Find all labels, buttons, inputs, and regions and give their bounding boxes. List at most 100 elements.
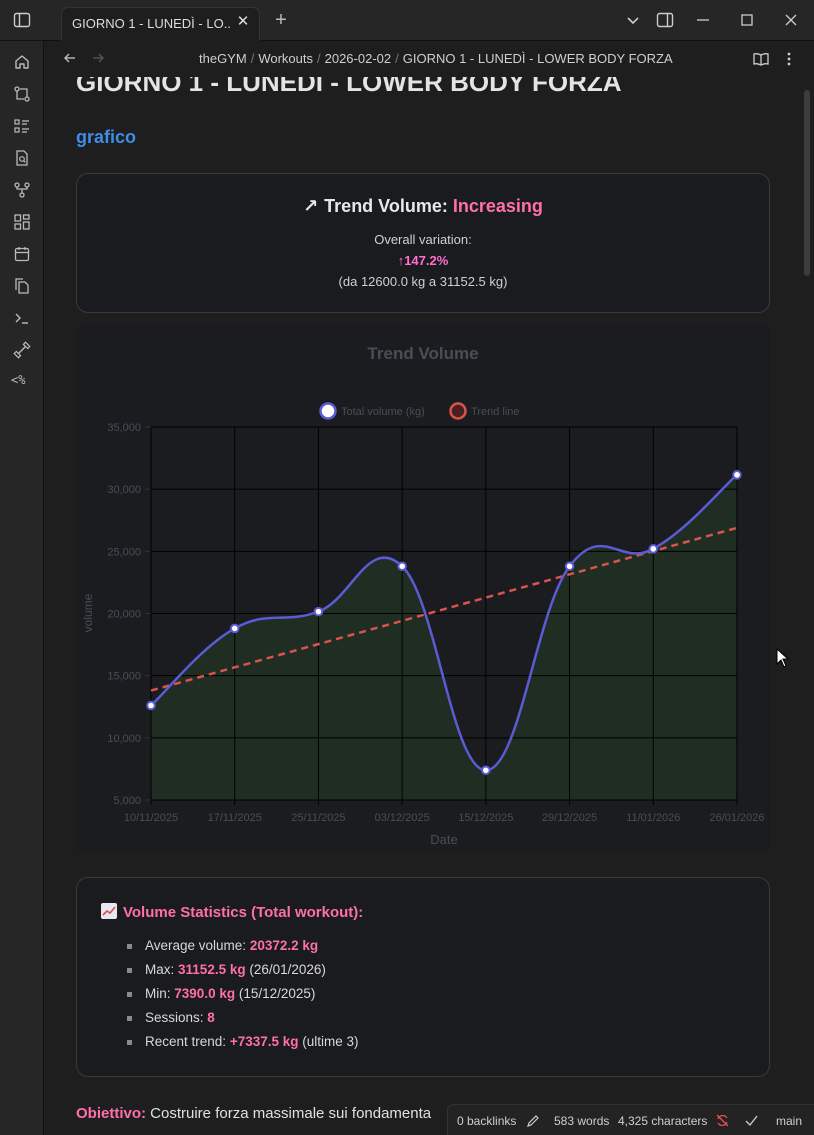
x-tick-label: 25/11/2025: [291, 812, 345, 824]
x-tick-label: 15/12/2025: [458, 812, 513, 824]
breadcrumb-item-note[interactable]: GIORNO 1 - LUNEDÌ - LOWER BODY FORZA: [402, 51, 673, 66]
file-search-icon[interactable]: [13, 149, 31, 167]
stat-recent-trend: Recent trend: +7337.5 kg (ultime 3): [127, 1032, 359, 1056]
legend-marker-volume: [319, 402, 337, 420]
legend-marker-trend: [449, 402, 467, 420]
volume-data-point: [481, 765, 491, 776]
calendar-icon[interactable]: [13, 245, 31, 263]
volume-data-point: [146, 700, 156, 711]
stat-label: Recent trend:: [145, 1034, 227, 1049]
variation-value: ↑147.2%: [397, 253, 449, 268]
trend-status: Increasing: [452, 196, 543, 216]
tab-close-icon[interactable]: ✕: [236, 13, 250, 30]
reading-view-book-icon[interactable]: [752, 50, 770, 68]
stat-value: +7337.5 kg: [229, 1034, 299, 1049]
stat-sessions: Sessions: 8: [127, 1008, 359, 1032]
stat-label: Sessions:: [145, 1010, 204, 1025]
stat-label: Min:: [145, 986, 171, 1001]
stat-label: Max:: [145, 962, 175, 977]
more-options-icon[interactable]: [782, 50, 796, 68]
tab-list-chevron-icon[interactable]: [624, 11, 642, 29]
breadcrumb-item-folder[interactable]: Workouts: [258, 51, 313, 66]
objective-label: Obiettivo:: [76, 1105, 146, 1122]
new-tab-icon[interactable]: +: [275, 9, 287, 31]
stats-title-text: Volume Statistics (Total workout):: [123, 904, 364, 921]
y-tick-label: 5,000: [113, 795, 141, 807]
volume-chart: Trend Volume Total volume (kg) Trend line 5…: [76, 325, 770, 853]
volume-chart-svg: Trend Volume Total volume (kg) Trend line 5…: [81, 344, 765, 847]
right-sidebar-toggle-icon[interactable]: [656, 11, 674, 29]
breadcrumb: theGYM / Workouts/2026-02-02/GIORNO 1 - LU…: [199, 51, 673, 66]
y-tick-label: 30,000: [107, 484, 141, 496]
stats-list: Average volume: 20372.2 kg Max: 31152.5 …: [127, 936, 359, 1056]
objective-line: Obiettivo: Costruire forza massimale sui…: [76, 1105, 431, 1122]
trend-summary-card: ↗ Trend Volume: Increasing Overall variat…: [76, 173, 770, 313]
stat-value: 8: [207, 1010, 215, 1025]
legend-label-volume: Total volume (kg): [341, 406, 425, 418]
breadcrumb-separator: /: [395, 51, 399, 66]
tab-active-note[interactable]: GIORNO 1 - LUNEDÌ - LO... ✕: [61, 7, 260, 41]
home-icon[interactable]: [13, 53, 31, 71]
maximize-icon[interactable]: [738, 11, 756, 29]
breadcrumb-item-date-folder[interactable]: 2026-02-02: [324, 51, 392, 66]
status-bar: 0 backlinks 583 words 4,325 characters m…: [447, 1104, 814, 1135]
stat-max-volume: Max: 31152.5 kg (26/01/2026): [127, 960, 359, 984]
variation-label: Overall variation:: [374, 232, 472, 247]
trend-line: [150, 526, 738, 692]
stat-extra: (26/01/2026): [249, 962, 326, 977]
x-tick-label: 29/12/2025: [542, 812, 597, 824]
title-bar: GIORNO 1 - LUNEDÌ - LO... ✕ +: [0, 0, 814, 41]
y-tick-label: 15,000: [107, 671, 141, 683]
content-scrollbar[interactable]: [804, 90, 810, 276]
x-tick-label: 26/01/2026: [709, 812, 764, 824]
stat-value: 7390.0 kg: [174, 986, 236, 1001]
minimize-icon[interactable]: [694, 11, 712, 29]
volume-data-point: [313, 606, 324, 617]
breadcrumb-item-vault[interactable]: theGYM: [199, 51, 247, 66]
character-count: 4,325 characters: [618, 1114, 708, 1128]
backlinks-count[interactable]: 0 backlinks: [457, 1114, 517, 1128]
breadcrumb-separator: /: [250, 51, 255, 66]
variation-range: (da 12600.0 kg a 31152.5 kg): [338, 274, 508, 289]
dashboard-grid-icon[interactable]: [13, 213, 31, 231]
left-ribbon: <%: [0, 41, 44, 1135]
trend-up-arrow-icon: ↗: [303, 196, 319, 216]
back-arrow-icon[interactable]: [62, 50, 78, 66]
git-compare-icon[interactable]: [13, 85, 31, 103]
trend-label: Trend Volume:: [324, 196, 448, 216]
checkmark-icon[interactable]: [744, 1113, 759, 1128]
close-window-icon[interactable]: [782, 11, 800, 29]
volume-line: [150, 473, 738, 772]
sync-disabled-icon[interactable]: [715, 1113, 730, 1128]
graph-view-icon[interactable]: [13, 181, 31, 199]
edit-pencil-icon[interactable]: [526, 1113, 541, 1128]
outline-list-icon[interactable]: [13, 117, 31, 135]
git-branch-name[interactable]: main: [776, 1114, 803, 1128]
dumbbell-icon[interactable]: [13, 341, 31, 359]
y-tick-label: 10,000: [107, 733, 141, 745]
y-tick-label: 25,000: [107, 546, 141, 558]
x-axis-label: Date: [430, 832, 457, 847]
volume-data-point: [397, 561, 407, 572]
stat-extra: (ultime 3): [302, 1034, 359, 1049]
y-axis-label: volume: [81, 593, 95, 632]
volume-data-point: [732, 470, 742, 480]
chart-title: Trend Volume: [367, 344, 478, 363]
word-count: 583 words: [554, 1114, 610, 1128]
stat-average-volume: Average volume: 20372.2 kg: [127, 936, 359, 960]
x-tick-label: 03/12/2025: [375, 812, 430, 824]
mouse-pointer-icon: [776, 648, 788, 668]
copy-files-icon[interactable]: [13, 277, 31, 295]
x-tick-label: 17/11/2025: [208, 812, 262, 824]
legend-label-trend: Trend line: [471, 406, 520, 418]
trend-title: ↗ Trend Volume: Increasing: [77, 196, 769, 217]
stats-title: Volume Statistics (Total workout):: [101, 903, 363, 921]
terminal-icon[interactable]: [13, 309, 31, 327]
objective-text: Costruire forza massimale sui fondamenta: [150, 1105, 432, 1122]
forward-arrow-icon[interactable]: [90, 50, 106, 66]
sidebar-toggle-icon[interactable]: [13, 11, 31, 29]
templater-icon[interactable]: <%: [11, 373, 26, 387]
x-tick-label: 11/01/2026: [626, 812, 680, 824]
y-tick-label: 35,000: [107, 422, 141, 434]
stat-value: 31152.5 kg: [178, 962, 246, 977]
